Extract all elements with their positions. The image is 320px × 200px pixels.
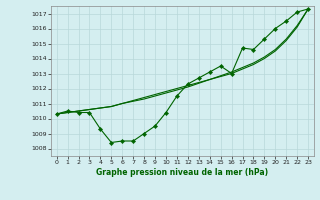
X-axis label: Graphe pression niveau de la mer (hPa): Graphe pression niveau de la mer (hPa): [96, 168, 268, 177]
